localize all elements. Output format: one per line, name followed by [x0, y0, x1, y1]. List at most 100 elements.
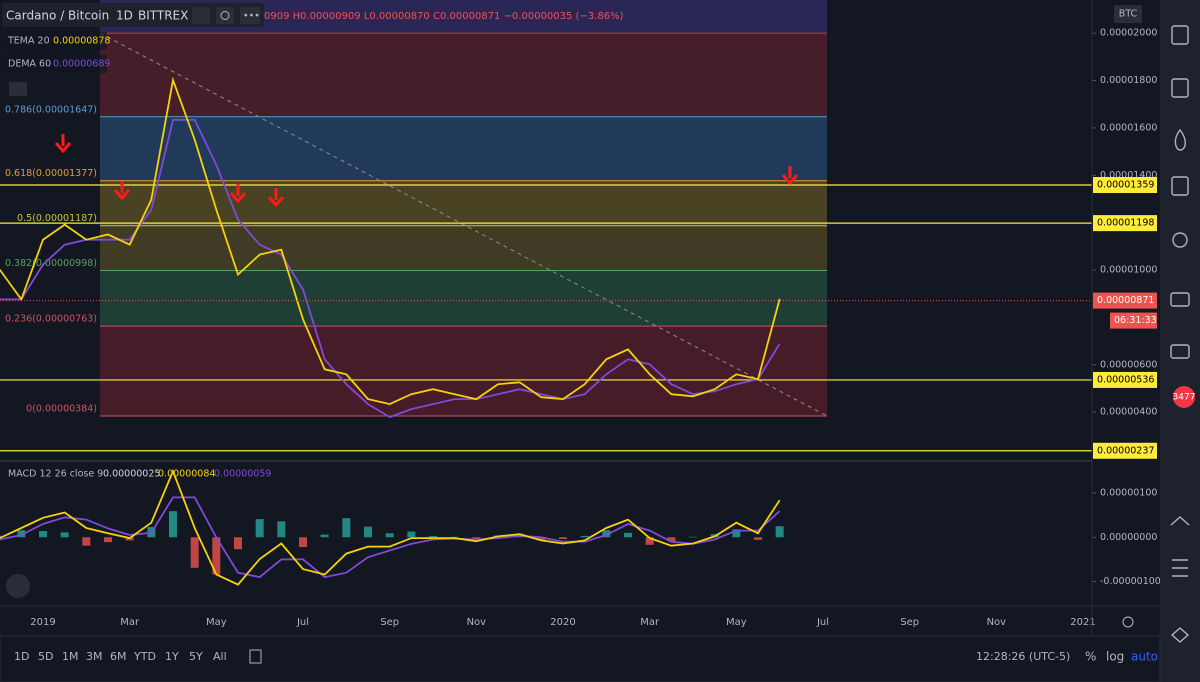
histogram-bar — [407, 531, 416, 538]
fib-level-label: 0.786(0.00001647) — [5, 104, 97, 115]
range-button[interactable]: 5D — [38, 650, 53, 663]
x-tick-label: Jul — [296, 617, 309, 628]
scroll-button[interactable] — [6, 574, 30, 598]
fib-level-label: 0.618(0.00001377) — [5, 168, 97, 179]
series-line — [0, 119, 781, 419]
x-tick-label: Jul — [816, 617, 829, 628]
histogram-bar — [82, 537, 91, 546]
percent-toggle[interactable]: % — [1085, 650, 1096, 664]
price-label: 0.00001359 — [1097, 179, 1154, 190]
plot-layer: 2019 Mar May Jul Sep Nov 2020 Mar May Jul Sep Nov 20… — [0, 28, 1161, 628]
ohlc: 0909 H0.00000909 L0.00000870 C0.00000871… — [264, 11, 624, 22]
x-tick-label: 2019 — [30, 617, 55, 628]
icon-calendar[interactable] — [1171, 176, 1189, 196]
currency-badge-box — [1114, 5, 1142, 23]
collapse-legend[interactable] — [9, 82, 27, 96]
y-tick-label: 0.00001000 — [1100, 265, 1157, 276]
y-tick-label: 0.00002000 — [1100, 28, 1157, 39]
exchange[interactable]: BITTREX — [138, 9, 188, 23]
fib-trendline — [99, 32, 828, 417]
histogram-bar — [277, 521, 286, 538]
range-button[interactable]: 1Y — [165, 650, 179, 663]
histogram-bar — [212, 537, 221, 575]
notification-count: 3477 — [1173, 393, 1196, 403]
histogram-bar — [60, 532, 69, 538]
legend-name: DEMA 60 — [8, 59, 51, 70]
histogram-bar — [429, 535, 437, 538]
range-button[interactable]: 5Y — [189, 650, 203, 663]
log-toggle[interactable]: log — [1106, 650, 1124, 664]
legend-value: 0.00000878 — [53, 36, 110, 47]
settings-button[interactable] — [216, 7, 234, 24]
histogram-bar — [689, 536, 697, 538]
icon-ideas[interactable] — [1172, 232, 1188, 248]
x-tick-label: Nov — [987, 617, 1007, 628]
histogram-bar — [450, 536, 459, 538]
more-icon: ••• — [243, 11, 260, 22]
range-button[interactable]: 6M — [110, 650, 127, 663]
interval[interactable]: 1D — [116, 9, 133, 23]
range-button[interactable]: 1D — [14, 650, 29, 663]
settings-icon — [220, 11, 230, 20]
histogram-bar — [732, 529, 741, 538]
range-button[interactable]: YTD — [133, 650, 156, 663]
histogram-bar — [320, 534, 329, 538]
price-label-box — [1093, 215, 1157, 232]
histogram-bar — [775, 526, 784, 538]
notification-dot[interactable] — [1173, 386, 1195, 408]
legend-box — [5, 32, 107, 50]
auto-toggle[interactable]: auto — [1131, 650, 1158, 664]
fib-band — [100, 270, 827, 327]
fib-band — [100, 33, 827, 117]
x-tick-label: Nov — [467, 617, 487, 628]
icon-data[interactable] — [1172, 559, 1188, 577]
icon-details[interactable] — [1171, 78, 1189, 98]
clock: 12:28:26 (UTC-5) — [976, 650, 1070, 663]
last-price-label: 0.00000871 — [1097, 295, 1154, 306]
arrow — [229, 184, 247, 204]
histogram-bar — [645, 537, 654, 545]
y-tick-label: 0.00001600 — [1100, 122, 1157, 133]
x-tick-label: Sep — [900, 617, 919, 628]
icon-layers[interactable] — [1170, 627, 1190, 643]
arrow-annotations — [54, 134, 799, 208]
symbol[interactable]: Cardano / Bitcoin — [6, 9, 109, 23]
icon-hotlist[interactable] — [1174, 128, 1186, 151]
fib-layer: 0.786(0.00001647) 0.618(0.00001377) 0.5(0.… — [5, 0, 828, 417]
legend-box — [5, 55, 107, 73]
right-toolbar — [1160, 0, 1200, 682]
countdown: 06:31:33 — [1114, 315, 1157, 326]
fib-band — [100, 326, 827, 416]
arrow — [113, 181, 131, 201]
series-line — [0, 468, 781, 586]
range-button[interactable]: All — [213, 650, 227, 663]
histogram-bar — [472, 537, 481, 540]
arrow — [781, 166, 799, 186]
price-label-box — [1093, 442, 1157, 459]
histogram-bar — [559, 537, 567, 540]
range-button[interactable]: 1M — [62, 650, 79, 663]
histogram-bar — [299, 537, 307, 548]
histogram-bar — [580, 535, 589, 538]
last-price-box — [1093, 292, 1157, 309]
more-button[interactable] — [240, 7, 260, 24]
histogram-bar — [385, 533, 394, 538]
y-tick-label: 0.00000000 — [1100, 532, 1157, 543]
axis-settings[interactable] — [1122, 616, 1134, 628]
fib-level-label: 0.382(0.00000998) — [5, 258, 97, 269]
icon-messages[interactable] — [1170, 344, 1190, 359]
histogram-bar — [255, 519, 264, 538]
histogram-bar — [39, 531, 47, 538]
indicator-title: MACD 12 26 close 9 — [8, 469, 103, 480]
goto-date[interactable] — [249, 649, 262, 664]
hide-button[interactable] — [192, 7, 210, 24]
range-button[interactable]: 3M — [86, 650, 103, 663]
x-tick-label: 2020 — [550, 617, 575, 628]
icon-chat[interactable] — [1170, 292, 1190, 307]
histogram-bar — [624, 532, 632, 538]
icon-watchlist[interactable] — [1171, 25, 1189, 45]
legend-name: TEMA 20 — [7, 36, 50, 47]
fib-level-label: 0.5(0.00001187) — [17, 213, 97, 224]
icon-collapse[interactable] — [1170, 516, 1190, 526]
x-tick-label: May — [726, 617, 747, 628]
